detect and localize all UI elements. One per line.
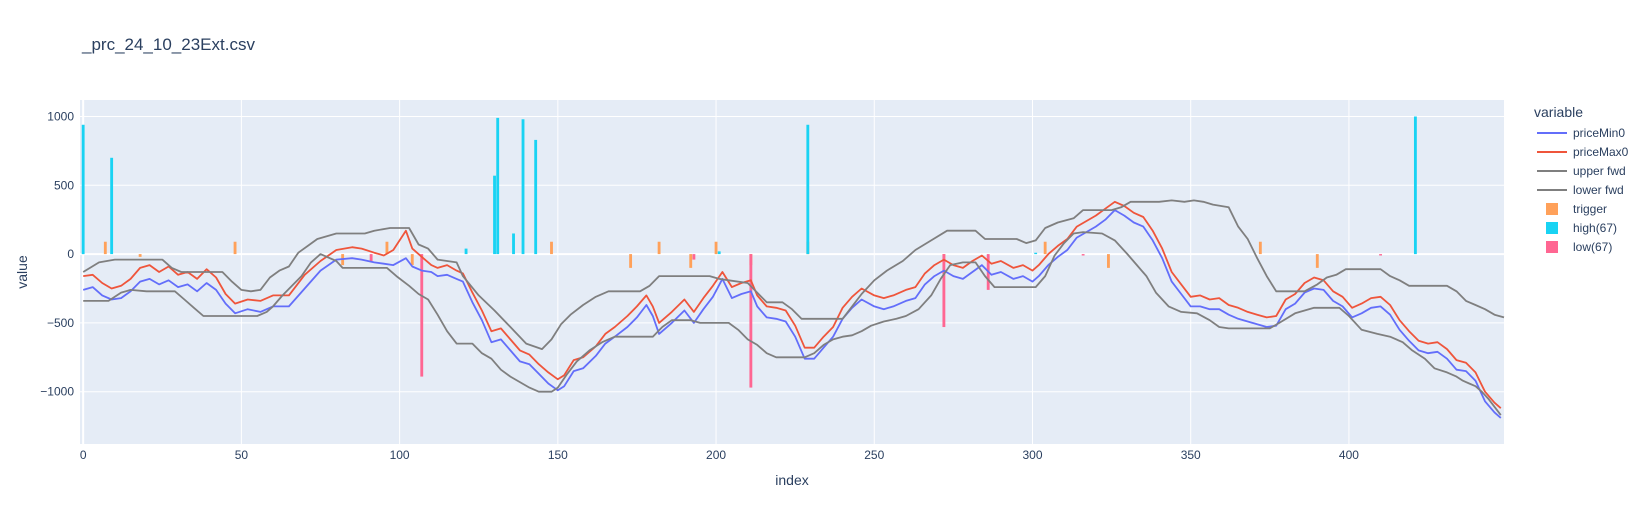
x-tick-label: 200 bbox=[706, 448, 726, 462]
bar-high-67- bbox=[717, 251, 721, 255]
legend-label: upper fwd bbox=[1573, 164, 1626, 178]
legend-label: lower fwd bbox=[1573, 183, 1624, 197]
x-tick-label: 50 bbox=[235, 448, 249, 462]
bar-trigger bbox=[550, 241, 553, 255]
bar-low-67- bbox=[942, 254, 946, 328]
bar-trigger bbox=[233, 241, 237, 255]
legend-label: high(67) bbox=[1573, 221, 1617, 235]
bar-high-67- bbox=[464, 248, 468, 255]
x-tick-label: 300 bbox=[1022, 448, 1042, 462]
bar-low-67- bbox=[1379, 254, 1383, 256]
x-axis: 0 50 100 150 200 250 300 350 400 bbox=[80, 448, 1359, 462]
grid-lines bbox=[80, 100, 1504, 444]
legend: variable priceMin0 priceMax0 upper fwd lowe… bbox=[1534, 104, 1629, 254]
legend-label: low(67) bbox=[1573, 240, 1612, 254]
bar-trigger bbox=[103, 241, 107, 255]
bar-high-67- bbox=[110, 157, 114, 255]
bar-trigger bbox=[1107, 254, 1110, 268]
bar-high-67- bbox=[493, 175, 496, 255]
y-tick-label: 1000 bbox=[47, 110, 74, 124]
bar-high-67- bbox=[512, 233, 515, 255]
bar-high-67- bbox=[1413, 116, 1417, 255]
x-tick-label: 350 bbox=[1181, 448, 1201, 462]
plot-area bbox=[80, 100, 1504, 444]
legend-item-pricemin0[interactable]: priceMin0 bbox=[1537, 126, 1625, 140]
line-layer bbox=[82, 199, 1505, 419]
bar-high-67- bbox=[521, 119, 525, 255]
x-tick-label: 150 bbox=[548, 448, 568, 462]
bar-low-67- bbox=[1081, 254, 1085, 256]
bar-high-67- bbox=[806, 124, 810, 255]
y-tick-label: −500 bbox=[47, 316, 74, 330]
legend-label: priceMax0 bbox=[1573, 145, 1629, 159]
legend-swatch bbox=[1546, 203, 1558, 215]
x-tick-label: 0 bbox=[80, 448, 87, 462]
legend-title: variable bbox=[1534, 104, 1583, 120]
x-tick-label: 100 bbox=[390, 448, 410, 462]
legend-item-lower-fwd[interactable]: lower fwd bbox=[1537, 183, 1624, 197]
bar-high-67- bbox=[534, 139, 538, 255]
x-axis-title: index bbox=[775, 472, 808, 488]
bar-high-67- bbox=[1034, 252, 1038, 255]
line-pricemax0 bbox=[83, 200, 1502, 409]
bar-trigger bbox=[1043, 241, 1047, 255]
y-tick-label: 500 bbox=[54, 178, 74, 192]
bar-low-67- bbox=[369, 254, 373, 261]
x-tick-label: 400 bbox=[1339, 448, 1359, 462]
y-axis: 1000 500 0 −500 −1000 bbox=[40, 110, 74, 399]
bar-trigger bbox=[629, 254, 633, 268]
line-upper-fwd bbox=[82, 199, 1505, 350]
y-axis-title: value bbox=[14, 255, 30, 289]
bar-trigger bbox=[714, 241, 718, 255]
y-tick-label: 0 bbox=[67, 247, 74, 261]
legend-item-low-67-[interactable]: low(67) bbox=[1546, 240, 1612, 254]
bar-low-67- bbox=[749, 254, 753, 388]
y-tick-label: −1000 bbox=[40, 385, 74, 399]
bar-trigger bbox=[657, 241, 661, 255]
bar-low-67- bbox=[692, 254, 696, 260]
legend-item-trigger[interactable]: trigger bbox=[1546, 202, 1607, 216]
bar-trigger bbox=[410, 254, 414, 266]
legend-item-pricemax0[interactable]: priceMax0 bbox=[1537, 145, 1629, 159]
legend-swatch bbox=[1546, 241, 1558, 253]
legend-item-high-67-[interactable]: high(67) bbox=[1546, 221, 1617, 235]
legend-swatch bbox=[1546, 222, 1558, 234]
legend-label: trigger bbox=[1573, 202, 1607, 216]
bar-trigger bbox=[1258, 241, 1262, 255]
bar-high-67- bbox=[496, 117, 500, 255]
bar-low-67- bbox=[420, 254, 424, 377]
bar-trigger bbox=[689, 254, 693, 268]
bar-trigger bbox=[1315, 254, 1319, 268]
bar-high-67- bbox=[81, 124, 85, 255]
legend-item-upper-fwd[interactable]: upper fwd bbox=[1537, 164, 1626, 178]
legend-label: priceMin0 bbox=[1573, 126, 1625, 140]
line-lower-fwd bbox=[83, 231, 1502, 416]
chart-title: _prc_24_10_23Ext.csv bbox=[81, 35, 255, 54]
x-tick-label: 250 bbox=[864, 448, 884, 462]
bar-trigger bbox=[385, 241, 389, 255]
legend-items: priceMin0 priceMax0 upper fwd lower fwd trig… bbox=[1537, 126, 1629, 254]
bar-trigger bbox=[138, 254, 142, 257]
